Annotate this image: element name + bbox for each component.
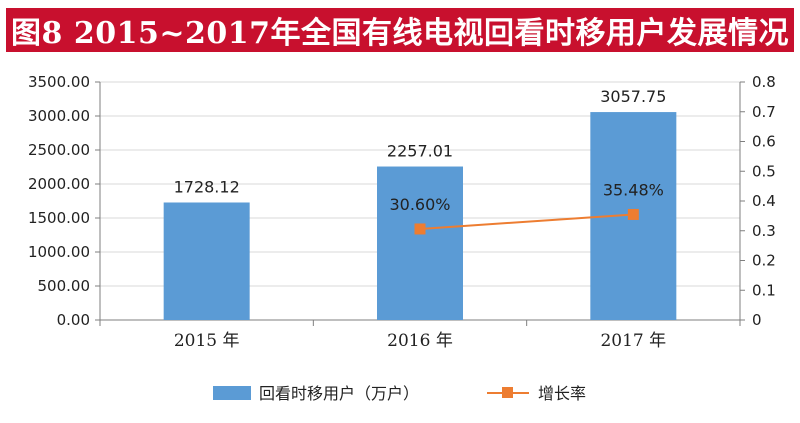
legend-line-marker: [502, 387, 513, 398]
bar-value-label: 1728.12: [174, 177, 240, 196]
bar-value-label: 2257.01: [387, 142, 453, 161]
left-tick-label: 0.00: [57, 311, 90, 329]
chart-title: 图8 2015~2017年全国有线电视回看时移用户发展情况: [6, 8, 794, 52]
right-tick-label: 0.7: [752, 103, 776, 121]
left-tick-label: 1500.00: [28, 209, 90, 227]
left-tick-label: 500.00: [38, 277, 91, 295]
left-tick-label: 3000.00: [28, 107, 90, 125]
category-label: 2016 年: [387, 331, 453, 351]
legend-line-label: 增长率: [538, 384, 586, 403]
bar: [163, 202, 250, 320]
bar: [377, 166, 463, 320]
right-tick-label: 0.1: [752, 281, 776, 299]
data-labels: 1728.12 2257.01 3057.75 30.60% 35.48%: [174, 87, 667, 214]
left-tick-label: 2000.00: [28, 175, 90, 193]
legend-bar-swatch: [213, 386, 251, 400]
growth-value-label: 35.48%: [603, 180, 664, 199]
right-tick-label: 0.8: [752, 73, 776, 91]
left-axis-ticks: 0.00 500.00 1000.00 1500.00 2000.00 2500.00 30…: [28, 73, 90, 329]
right-tick-label: 0.3: [752, 222, 776, 240]
category-labels: 2015 年 2016 年 2017 年: [174, 331, 666, 351]
left-tick-label: 1000.00: [28, 243, 90, 261]
right-axis-ticks: 0 0.1 0.2 0.3 0.4 0.5 0.6 0.7 0.8: [752, 73, 776, 329]
right-tick-label: 0.2: [752, 252, 776, 270]
category-label: 2017 年: [600, 331, 666, 351]
right-tick-label: 0.6: [752, 133, 776, 151]
legend[interactable]: 回看时移用户（万户） 增长率: [213, 384, 586, 403]
growth-marker: [627, 208, 639, 220]
legend-bar-label: 回看时移用户（万户）: [259, 384, 419, 403]
left-tick-label: 3500.00: [28, 73, 90, 91]
line-series: [414, 208, 639, 235]
bar-value-label: 3057.75: [600, 87, 666, 106]
growth-line: [419, 213, 634, 230]
left-tick-label: 2500.00: [28, 141, 90, 159]
growth-value-label: 30.60%: [389, 195, 450, 214]
right-tick-label: 0.5: [752, 162, 776, 180]
category-label: 2015 年: [174, 331, 240, 351]
right-tick-label: 0.4: [752, 192, 776, 210]
right-tick-label: 0: [752, 311, 762, 329]
growth-marker: [414, 223, 426, 235]
